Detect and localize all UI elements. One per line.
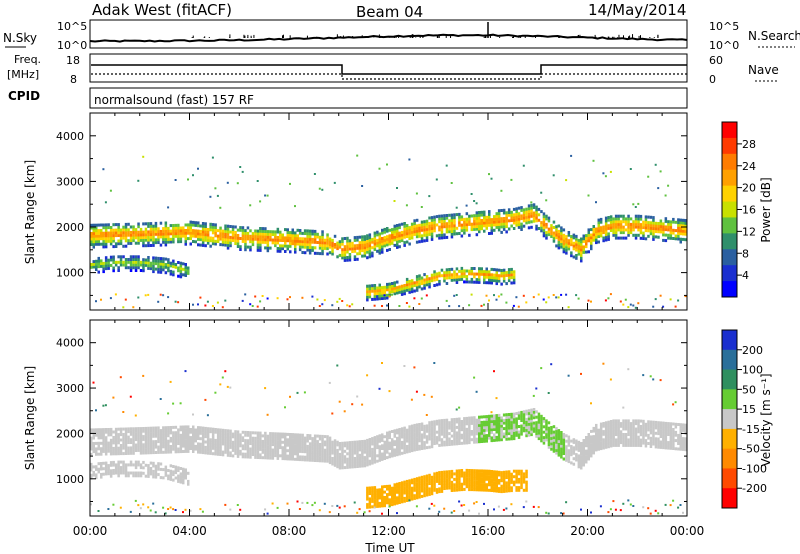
velocity-y-axis: 4000 3000 2000 1000 — [56, 337, 687, 502]
nave-tick-top: 60 — [709, 54, 723, 67]
x-tick-label-3: 12:00 — [371, 524, 406, 538]
velocity-colorbar-tick-3: 15 — [742, 403, 756, 416]
power-colorbar-tick-3: 16 — [742, 204, 756, 217]
power-y-tick-3: 1000 — [56, 267, 84, 280]
velocity-colorbar-tick-0: 200 — [742, 344, 763, 357]
freq-line — [91, 64, 687, 75]
nsky-label: N.Sky — [3, 31, 37, 45]
power-plot: 4000 3000 2000 1000 Slant Range [km] — [23, 112, 688, 311]
velocity-colorbar-tick-2: 50 — [742, 383, 756, 396]
velocity-colorbar: 200 100 50 15 -15 -50 -100 -200 Velocity [m s⁻¹… — [721, 329, 773, 509]
velocity-x-ticks — [89, 320, 688, 516]
nsky-spikes — [191, 22, 659, 38]
power-colorbar-tick-2: 20 — [742, 182, 756, 195]
freq-label-top: Freq. — [14, 53, 41, 66]
x-axis-label: Time UT — [364, 541, 415, 554]
velocity-heatmap-cells — [90, 362, 687, 515]
power-colorbar-tick-4: 12 — [742, 225, 756, 238]
power-heatmap-cells — [90, 154, 687, 309]
beam-title: Beam 04 — [356, 3, 423, 21]
freq-tick-top: 18 — [66, 54, 80, 67]
nsearch-tick-top: 10^5 — [709, 20, 739, 33]
date-title: 14/May/2014 — [588, 1, 686, 19]
velocity-ylabel: Slant Range [km] — [23, 366, 37, 470]
velocity-colorbar-tick-6: -100 — [742, 462, 767, 475]
power-y-axis: 4000 3000 2000 1000 — [56, 130, 687, 296]
velocity-y-tick-0: 4000 — [56, 337, 84, 350]
velocity-colorbar-tick-7: -200 — [742, 482, 767, 495]
x-tick-label-1: 04:00 — [172, 524, 207, 538]
nsky-tick-bottom: 10^0 — [57, 39, 87, 52]
x-tick-labels: 00:00 04:00 08:00 12:00 16:00 20:00 00:00 — [73, 524, 705, 538]
cpid-panel: CPID normalsound (fast) 157 RF — [8, 87, 688, 109]
nsky-line — [89, 33, 688, 43]
power-ylabel: Slant Range [km] — [23, 160, 37, 264]
nave-label: Nave — [748, 63, 779, 77]
velocity-colorbar-tick-5: -50 — [742, 443, 760, 456]
power-colorbar-label: Power [dB] — [759, 177, 773, 242]
nsky-tick-top: 10^5 — [57, 20, 87, 33]
power-colorbar-tick-6: 4 — [742, 269, 749, 282]
freq-label-unit: [MHz] — [7, 68, 39, 81]
power-colorbar-tick-0: 28 — [742, 138, 756, 151]
nave-tick-bottom: 0 — [709, 73, 716, 86]
station-title: Adak West (fitACF) — [92, 1, 232, 19]
velocity-y-tick-3: 1000 — [56, 473, 84, 486]
freq-tick-bottom: 8 — [70, 73, 77, 86]
power-x-ticks — [89, 113, 688, 310]
x-tick-label-2: 08:00 — [272, 524, 307, 538]
power-y-tick-0: 4000 — [56, 130, 84, 143]
power-colorbar: 28 24 20 16 12 8 4 Power [dB] — [721, 121, 773, 298]
nsky-panel: N.Sky 10^5 10^0 10^5 10^0 N.Search — [3, 19, 800, 52]
power-colorbar-tick-1: 24 — [742, 160, 756, 173]
velocity-plot: 4000 3000 2000 1000 Slant Range [km] — [23, 319, 688, 517]
power-y-tick-1: 3000 — [56, 175, 84, 188]
velocity-y-tick-2: 2000 — [56, 427, 84, 440]
velocity-colorbar-tick-4: -15 — [742, 423, 760, 436]
power-colorbar-tick-5: 8 — [742, 247, 749, 260]
cpid-text: normalsound (fast) 157 RF — [94, 93, 254, 107]
x-tick-label-6: 00:00 — [670, 524, 705, 538]
nave-line — [91, 73, 687, 80]
nsearch-label: N.Search — [748, 29, 800, 43]
x-tick-label-4: 16:00 — [471, 524, 506, 538]
cpid-label: CPID — [8, 89, 40, 103]
nsearch-tick-bottom: 10^0 — [709, 39, 739, 52]
velocity-y-tick-1: 3000 — [56, 382, 84, 395]
power-y-tick-2: 2000 — [56, 221, 84, 234]
x-tick-label-5: 20:00 — [570, 524, 605, 538]
freq-panel: Freq. [MHz] 18 8 60 0 Nave — [7, 53, 779, 86]
x-tick-label-0: 00:00 — [73, 524, 108, 538]
velocity-colorbar-tick-1: 100 — [742, 364, 763, 377]
velocity-colorbar-label: Velocity [m s⁻¹] — [759, 373, 773, 466]
